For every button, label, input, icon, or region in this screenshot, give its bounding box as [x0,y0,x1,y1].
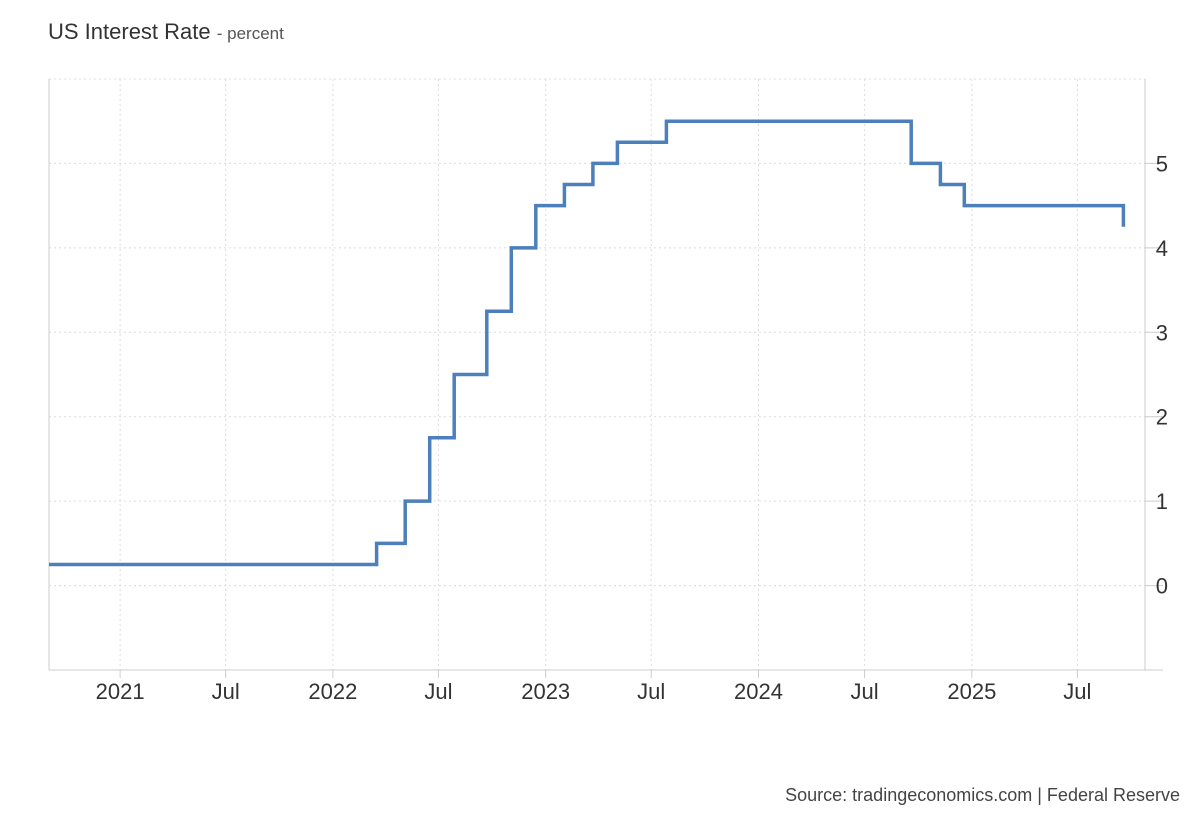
x-tick-label: Jul [212,679,240,704]
y-tick-label: 4 [1156,236,1168,261]
x-tick-label: 2023 [521,679,570,704]
grid-lines [49,78,1145,670]
x-tick-label: Jul [1063,679,1091,704]
y-tick-label: 0 [1156,574,1168,599]
x-axis-ticks: 2021 Jul 2022 Jul 2023 Jul 2024 Jul 2025 Jul [96,670,1091,704]
axes [48,79,1163,671]
y-tick-label: 3 [1156,320,1168,345]
series-line [49,119,1126,567]
y-tick-label: 5 [1156,151,1168,176]
x-tick-label: Jul [637,679,665,704]
series-group [49,119,1126,567]
chart-subtitle: - percent [216,24,284,43]
x-tick-label: Jul [851,679,879,704]
y-axis-ticks: 0 1 2 3 4 5 [1145,151,1168,599]
y-tick-label: 2 [1156,405,1168,430]
x-tick-label: 2021 [96,679,145,704]
chart-title-text: US Interest Rate [48,19,211,44]
source-note: Source: tradingeconomics.com | Federal R… [785,785,1180,805]
x-tick-label: Jul [424,679,452,704]
x-tick-label: 2022 [308,679,357,704]
x-tick-label: 2024 [734,679,783,704]
y-tick-label: 1 [1156,489,1168,514]
chart-title: US Interest Rate - percent [48,19,284,45]
x-tick-label: 2025 [947,679,996,704]
